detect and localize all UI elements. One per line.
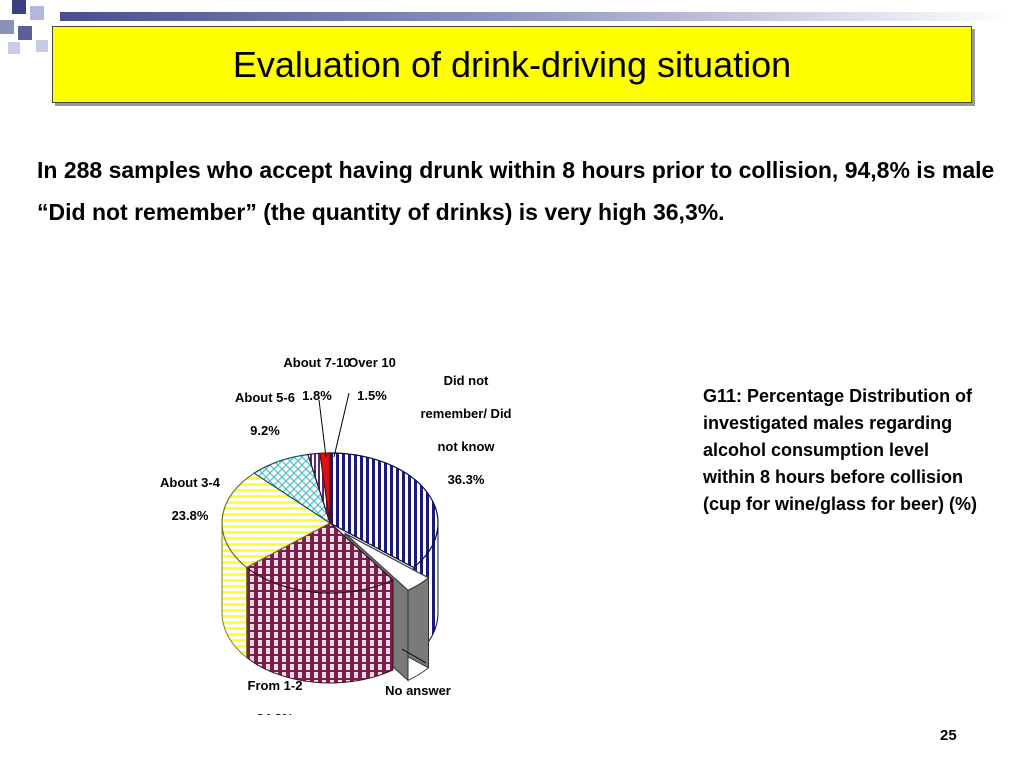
decoration-square-4	[18, 26, 32, 40]
intro-line-2: “Did not remember” (the quantity of drin…	[37, 199, 725, 226]
pie-slice-no_answer	[344, 532, 430, 592]
decoration-square-6	[8, 42, 20, 54]
pie-label-from_1_2-line-1: 24.2%	[257, 711, 294, 715]
pie-leader-line-2	[401, 648, 427, 664]
intro-line-1: In 288 samples who accept having drunk w…	[37, 157, 995, 183]
pie-label-did_not_remember-line-2: not know	[437, 439, 495, 454]
pie-slice-from_1_2	[245, 522, 395, 594]
page-number: 25	[940, 727, 957, 744]
pie-label-did_not_remember-line-1: remember/ Did	[420, 406, 511, 421]
intro-text: In 288 samples who accept having drunk w…	[37, 154, 997, 238]
pie-label-about_5_6-line-0: About 5-6	[235, 390, 295, 405]
decoration-square-3	[0, 20, 14, 34]
pie-label-about_7_10-line-0: About 7-10	[283, 355, 350, 370]
pie-slice-did_not_remember	[329, 452, 439, 569]
decoration-square-2	[30, 6, 44, 20]
decoration-square-1	[12, 0, 26, 14]
pie-label-about_7_10-line-1: 1.8%	[302, 388, 332, 403]
pie-chart: Did not remember/ Did not know 36.3% No answ…	[160, 355, 512, 715]
pie-label-about_3_4-line-1: 23.8%	[172, 508, 209, 523]
pie-label-did_not_remember-line-3: 36.3%	[448, 472, 485, 487]
pie-label-did_not_remember-line-0: Did not	[444, 373, 489, 388]
slide-title: Evaluation of drink-driving situation	[232, 43, 792, 85]
pie-slice-over_10	[319, 452, 331, 524]
pie-leader-line-1	[333, 392, 350, 458]
pie-label-about_3_4-line-0: About 3-4	[160, 475, 221, 490]
pie-label-about_5_6-line-1: 9.2%	[250, 423, 280, 438]
decoration-square-5	[36, 40, 48, 52]
pie-label-from_1_2-line-0: From 1-2	[248, 678, 303, 693]
pie-leader-line-0	[318, 399, 327, 458]
chart-caption: G11: Percentage Distribution of investig…	[703, 386, 978, 514]
pie-label-no_answer-line-0: No answer	[385, 683, 451, 698]
pie-slice-about_3_4	[221, 472, 332, 569]
header-decoration-bar	[60, 12, 1010, 21]
pie-label-over_10-line-0: Over 10	[348, 355, 396, 370]
pie-label-over_10-line-1: 1.5%	[357, 388, 387, 403]
title-box: Evaluation of drink-driving situation	[52, 26, 972, 103]
